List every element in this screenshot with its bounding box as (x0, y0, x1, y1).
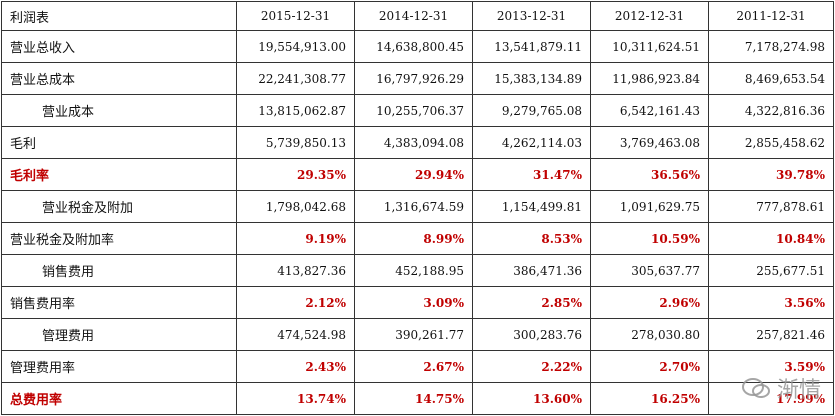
value-cell: 2.70% (590, 350, 709, 383)
value-cell: 390,261.77 (354, 318, 473, 351)
header-cell: 2011-12-31 (708, 1, 834, 31)
value-cell: 3.59% (708, 350, 834, 383)
row-label: 销售费用率 (1, 286, 237, 319)
table-row: 管理费用 474,524.98 390,261.77 300,283.76 278,03… (1, 318, 834, 351)
value-cell: 2.67% (354, 350, 473, 383)
value-cell: 13,541,879.11 (472, 30, 591, 63)
value-cell: 29.94% (354, 158, 473, 191)
value-cell: 36.56% (590, 158, 709, 191)
row-label: 营业税金及附加 (1, 190, 237, 223)
value-cell: 9.19% (236, 222, 355, 255)
value-cell: 777,878.61 (708, 190, 834, 223)
value-cell: 474,524.98 (236, 318, 355, 351)
value-cell: 10,311,624.51 (590, 30, 709, 63)
value-cell: 386,471.36 (472, 254, 591, 287)
value-cell: 2.96% (590, 286, 709, 319)
value-cell: 17.99% (708, 382, 834, 415)
table-row: 营业总成本 22,241,308.77 16,797,926.29 15,383,13… (1, 62, 834, 95)
table-row: 营业总收入 19,554,913.00 14,638,800.45 13,541,87… (1, 30, 834, 63)
value-cell: 300,283.76 (472, 318, 591, 351)
row-label: 总费用率 (1, 382, 237, 415)
value-cell: 2.43% (236, 350, 355, 383)
value-cell: 29.35% (236, 158, 355, 191)
table-row: 销售费用 413,827.36 452,188.95 386,471.36 305,63… (1, 254, 834, 287)
value-cell: 39.78% (708, 158, 834, 191)
table-row: 营业税金及附加 1,798,042.68 1,316,674.59 1,154,499… (1, 190, 834, 223)
value-cell: 14,638,800.45 (354, 30, 473, 63)
row-label: 管理费用率 (1, 350, 237, 383)
value-cell: 10,255,706.37 (354, 94, 473, 127)
header-cell: 2015-12-31 (236, 1, 355, 31)
value-cell: 16,797,926.29 (354, 62, 473, 95)
watermark: 渐情 (741, 372, 821, 404)
value-cell: 4,262,114.03 (472, 126, 591, 159)
watermark-text: 渐情 (776, 378, 821, 403)
value-cell: 3.56% (708, 286, 834, 319)
table-row: 销售费用率 2.12% 3.09% 2.85% 2.96% 3.56% (1, 286, 834, 319)
value-cell: 4,322,816.36 (708, 94, 834, 127)
value-cell: 14.75% (354, 382, 473, 415)
value-cell: 6,542,161.43 (590, 94, 709, 127)
value-cell: 10.84% (708, 222, 834, 255)
value-cell: 31.47% (472, 158, 591, 191)
value-cell: 10.59% (590, 222, 709, 255)
value-cell: 255,677.51 (708, 254, 834, 287)
value-cell: 2.85% (472, 286, 591, 319)
value-cell: 8.99% (354, 222, 473, 255)
value-cell: 11,986,923.84 (590, 62, 709, 95)
value-cell: 16.25% (590, 382, 709, 415)
value-cell: 22,241,308.77 (236, 62, 355, 95)
value-cell: 2.22% (472, 350, 591, 383)
value-cell: 452,188.95 (354, 254, 473, 287)
value-cell: 278,030.80 (590, 318, 709, 351)
value-cell: 1,154,499.81 (472, 190, 591, 223)
value-cell: 9,279,765.08 (472, 94, 591, 127)
value-cell: 13.74% (236, 382, 355, 415)
value-cell: 8,469,653.54 (708, 62, 834, 95)
header-cell: 2014-12-31 (354, 1, 473, 31)
table-row: 管理费用率 2.43% 2.67% 2.22% 2.70% 3.59% (1, 350, 834, 383)
value-cell: 2.12% (236, 286, 355, 319)
value-cell: 3.09% (354, 286, 473, 319)
row-label: 营业总成本 (1, 62, 237, 95)
value-cell: 257,821.46 (708, 318, 834, 351)
row-label: 销售费用 (1, 254, 237, 287)
value-cell: 1,091,629.75 (590, 190, 709, 223)
table-row: 总费用率 13.74% 14.75% 13.60% 16.25% 17.99% (1, 382, 834, 415)
watermark-icon (741, 378, 770, 398)
row-label: 毛利 (1, 126, 237, 159)
value-cell: 19,554,913.00 (236, 30, 355, 63)
row-label: 营业税金及附加率 (1, 222, 237, 255)
value-cell: 305,637.77 (590, 254, 709, 287)
value-cell: 5,739,850.13 (236, 126, 355, 159)
table-row: 毛利 5,739,850.13 4,383,094.08 4,262,114.03 3,… (1, 126, 834, 159)
value-cell: 2,855,458.62 (708, 126, 834, 159)
value-cell: 13,815,062.87 (236, 94, 355, 127)
value-cell: 8.53% (472, 222, 591, 255)
header-cell: 利润表 (1, 1, 237, 31)
value-cell: 15,383,134.89 (472, 62, 591, 95)
header-cell: 2013-12-31 (472, 1, 591, 31)
table-row: 营业成本 13,815,062.87 10,255,706.37 9,279,765.… (1, 94, 834, 127)
row-label: 管理费用 (1, 318, 237, 351)
table-row: 营业税金及附加率 9.19% 8.99% 8.53% 10.59% 10.84% (1, 222, 834, 255)
value-cell: 1,316,674.59 (354, 190, 473, 223)
row-label: 营业成本 (1, 94, 237, 127)
header-row: 利润表 2015-12-31 2014-12-31 2013-12-31 2012-12… (1, 1, 834, 31)
row-label: 营业总收入 (1, 30, 237, 63)
header-cell: 2012-12-31 (590, 1, 709, 31)
value-cell: 7,178,274.98 (708, 30, 834, 63)
row-label: 毛利率 (1, 158, 237, 191)
value-cell: 1,798,042.68 (236, 190, 355, 223)
value-cell: 4,383,094.08 (354, 126, 473, 159)
table-row: 毛利率 29.35% 29.94% 31.47% 36.56% 39.78% (1, 158, 834, 191)
value-cell: 413,827.36 (236, 254, 355, 287)
value-cell: 3,769,463.08 (590, 126, 709, 159)
value-cell: 13.60% (472, 382, 591, 415)
